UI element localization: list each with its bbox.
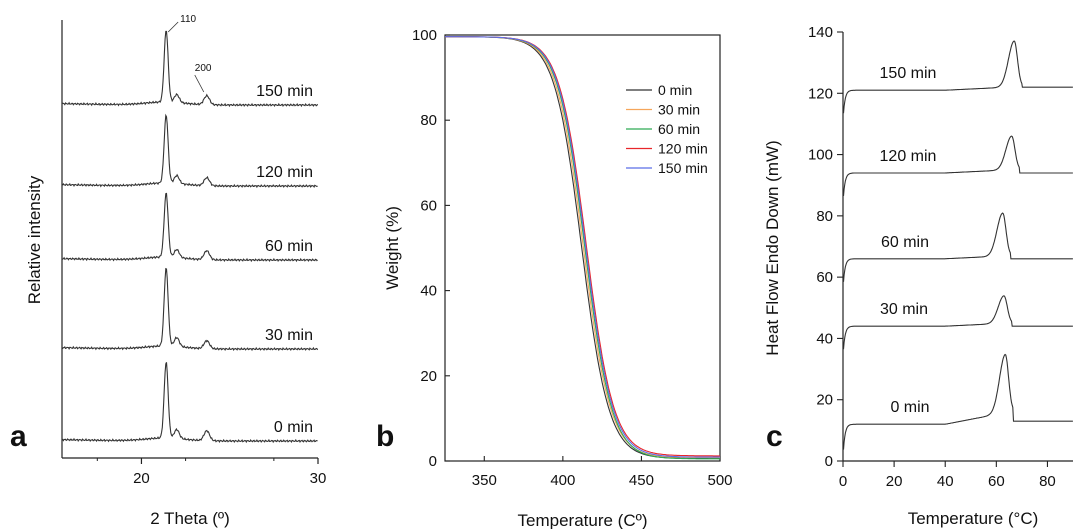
panel-b-x-tick-label: 450: [629, 472, 654, 489]
panel-c-dsc: 0 20 40 60 80 0 20 40 60 80 100 120 140 Temperature (…: [763, 24, 1073, 528]
panel-a-series-label: 30 min: [265, 327, 313, 344]
panel-b-series-line: [445, 36, 720, 459]
panel-a-x-tick-label: 30: [310, 470, 327, 487]
panel-b-y-tick-label: 100: [412, 27, 437, 44]
panel-b-x-tick-label: 350: [472, 472, 497, 489]
panel-c-x-tick-label: 60: [988, 473, 1005, 490]
panel-a-x-axis-title: 2 Theta (º): [150, 509, 230, 528]
panel-b-letter: b: [376, 420, 394, 453]
panel-b-y-tick-label: 40: [420, 283, 437, 300]
panel-a-series-line: [61, 30, 319, 108]
panel-b-series-line: [445, 36, 720, 459]
panel-c-series-line: [842, 135, 1073, 197]
panel-a-series-label: 60 min: [265, 238, 313, 255]
panel-a-peak-label-110: 110: [180, 14, 196, 25]
panel-a-x-tick-label: 20: [133, 470, 150, 487]
panel-b-series-line: [445, 36, 720, 458]
panel-c-series-line: [842, 353, 1073, 450]
panel-a-series-line: [61, 113, 318, 189]
panel-b-x-tick-label: 500: [707, 472, 732, 489]
panel-c-y-tick-label: 100: [808, 147, 833, 164]
panel-c-y-axis-title: Heat Flow Endo Down (mW): [763, 140, 782, 355]
panel-b-plot-frame: [444, 34, 721, 462]
panel-c-series-label: 0 min: [890, 399, 929, 416]
panel-a-series-label: 0 min: [274, 419, 313, 436]
panel-a-series-line: [61, 267, 319, 352]
panel-c-series-label: 30 min: [880, 301, 928, 318]
panel-c-x-tick-label: 0: [839, 473, 847, 490]
panel-b-y-tick-label: 20: [420, 368, 437, 385]
panel-c-series-line: [842, 295, 1073, 350]
panel-a-peak-leader: [194, 74, 205, 93]
panel-a-series-line: [61, 192, 318, 263]
panel-b-tga: 350 400 450 500 0 20 40 60 80 100 Temperature (Cº)…: [376, 27, 733, 529]
panel-b-legend-label: 0 min: [658, 82, 692, 98]
panel-c-series-label: 150 min: [880, 65, 937, 82]
panel-b-series-line: [445, 36, 721, 460]
panel-c-letter: c: [766, 420, 783, 453]
panel-b-legend-label: 120 min: [658, 141, 708, 157]
panel-c-series-label: 60 min: [881, 234, 929, 251]
panel-a-y-axis-title: Relative intensity: [25, 175, 44, 304]
panel-c-series-line: [842, 40, 1073, 114]
panel-c-y-tick-label: 60: [816, 269, 833, 286]
panel-b-y-axis-title: Weight (%): [383, 206, 402, 290]
panel-b-legend-label: 150 min: [658, 160, 708, 176]
panel-a-letter: a: [10, 420, 27, 453]
panel-c-y-tick-label: 40: [816, 330, 833, 347]
panel-a-peak-leader: [167, 21, 179, 33]
panel-c-y-tick-label: 0: [825, 453, 833, 470]
panel-c-y-tick-label: 140: [808, 24, 833, 41]
panel-b-y-tick-label: 60: [420, 197, 437, 214]
panel-a-xrd: 20 30 2 Theta (º) Relative intensity a 0 min 3…: [10, 14, 326, 528]
panel-c-y-tick-label: 80: [816, 208, 833, 225]
panel-b-x-axis-title: Temperature (Cº): [518, 511, 648, 529]
panel-b-y-tick-label: 80: [420, 112, 437, 129]
panel-b-legend-label: 30 min: [658, 102, 700, 118]
panel-a-peak-label-200: 200: [195, 63, 212, 74]
panel-b-x-tick-label: 400: [550, 472, 575, 489]
panel-c-y-tick-label: 120: [808, 85, 833, 102]
panel-b-legend-label: 60 min: [658, 121, 700, 137]
panel-c-series-label: 120 min: [880, 148, 937, 165]
panel-c-x-axis-title: Temperature (°C): [908, 509, 1039, 528]
panel-a-series-label: 150 min: [256, 83, 313, 100]
panel-c-x-tick-label: 80: [1039, 473, 1056, 490]
panel-c-y-tick-label: 20: [816, 392, 833, 409]
panel-c-x-tick-label: 40: [937, 473, 954, 490]
panel-a-series-line: [61, 362, 318, 444]
panel-c-x-tick-label: 20: [886, 473, 903, 490]
panel-b-series-line: [445, 36, 720, 457]
panel-b-y-tick-label: 0: [429, 453, 437, 470]
panel-c-series-line: [842, 212, 1073, 282]
panel-a-series-label: 120 min: [256, 164, 313, 181]
